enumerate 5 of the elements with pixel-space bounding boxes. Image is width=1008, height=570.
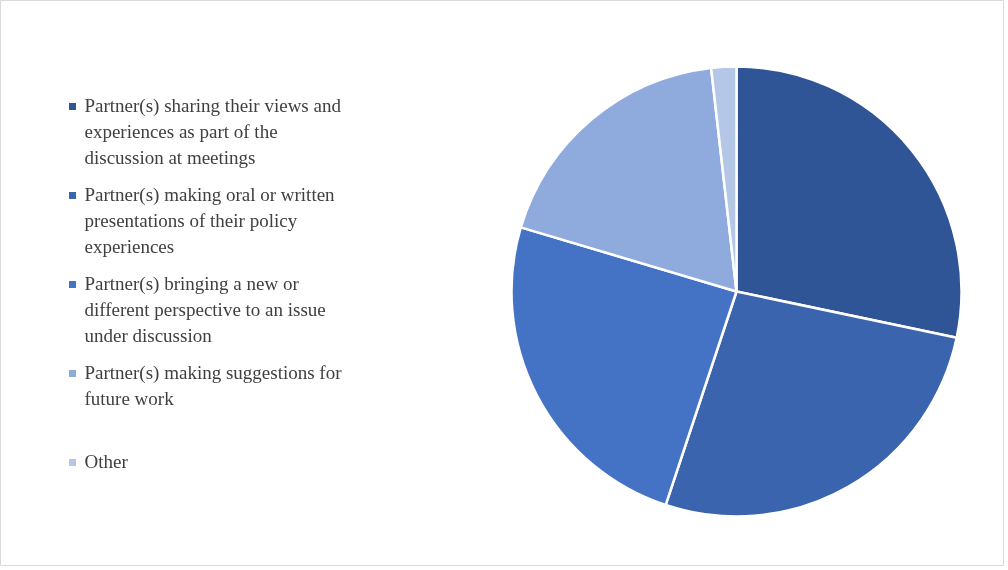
legend-label: Partner(s) making suggestions for future work — [84, 361, 343, 409]
legend-label: Other — [84, 450, 129, 472]
legend-label: Partner(s) making oral or written presentations of their policy experiences — [84, 183, 336, 257]
legend-label: Partner(s) sharing their views and experiences as part of the discussion at meetings — [84, 94, 342, 168]
legend-label: Partner(s) bringing a new or different perspective to an issue under discussion — [84, 272, 326, 346]
